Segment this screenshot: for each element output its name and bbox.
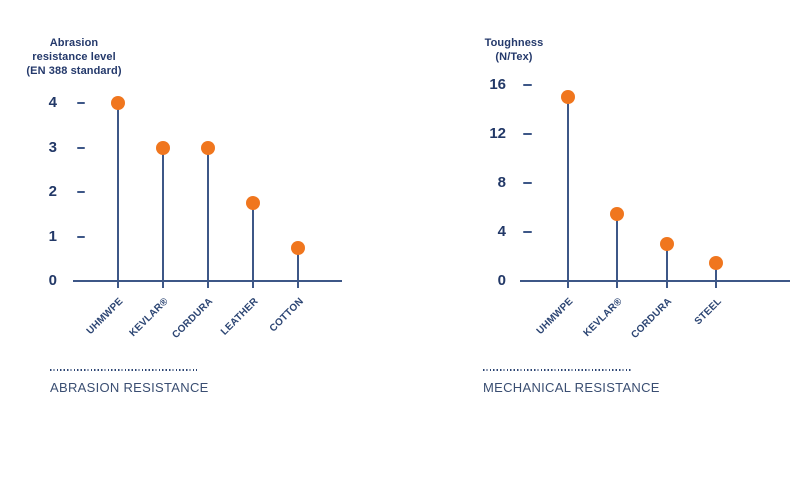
y-tick-label: 4 [497,223,506,240]
y-tick-dash [523,231,532,233]
data-point-dot [659,237,674,252]
category-tick-mark [616,282,619,288]
y-tick-label: 3 [48,138,57,156]
right-footer-dotted-line [483,369,632,371]
stem-line [117,103,119,280]
x-category-label-text: UHMWPE [534,296,576,337]
left-chart-title-line2: resistance level [32,51,116,63]
left-footer-label: ABRASION RESISTANCE [50,380,209,395]
y-tick-label: 12 [489,125,506,142]
data-point-dot [111,96,125,110]
category-tick-mark [567,282,569,288]
y-tick-label: 0 [497,272,506,289]
y-tick-dash [523,182,532,184]
y-tick-dash [523,133,532,135]
left-chart-title-line1: Abrasion [49,37,99,49]
y-tick-label: 16 [489,76,506,93]
stem-line [252,203,254,280]
right-footer-label: MECHANICAL RESISTANCE [483,380,660,395]
data-point-dot [291,240,305,255]
x-category-label-text: KEVLAR® [582,296,626,340]
data-point-dot [246,196,260,211]
right-chart-title: Toughness (N/Tex) [454,36,574,64]
data-point-dot [156,140,170,155]
y-tick-label: 1 [48,227,57,245]
category-tick-mark [665,282,668,288]
y-tick-label: 4 [48,94,57,111]
data-point-dot [561,90,575,105]
stem-line [162,147,164,280]
x-axis-line [520,280,790,282]
x-axis-line [73,280,342,282]
left-footer-dotted-line [50,369,197,371]
right-chart-title-line1: Toughness [484,37,544,49]
category-tick-mark [252,282,254,288]
left-chart-title-line3: (EN 388 standard) [26,65,122,77]
data-point-dot [610,206,625,221]
y-tick-label: 0 [48,272,57,289]
x-category-label-text: CORDURA [629,296,675,341]
data-point-dot [708,255,723,270]
category-tick-mark [297,282,299,288]
y-tick-dash [523,84,532,86]
y-tick-dash [77,146,85,149]
data-point-dot [201,140,215,155]
category-tick-mark [714,282,717,288]
x-category-label-text: STEEL [692,296,724,328]
y-tick-dash [77,191,85,193]
stem-line [665,244,668,280]
y-tick-dash [77,235,85,238]
right-chart-title-line2: (N/Tex) [495,51,533,63]
y-tick-label: 2 [48,183,57,200]
stem-line [207,147,209,280]
y-tick-dash [77,102,85,104]
stem-line [714,262,717,280]
stem-line [297,247,299,280]
category-tick-mark [207,282,209,288]
y-tick-label: 8 [497,174,506,191]
category-tick-mark [162,282,164,288]
category-tick-mark [117,282,119,288]
left-chart-title: Abrasion resistance level (EN 388 standa… [14,36,134,78]
stem-line [567,97,569,280]
stem-line [616,213,619,280]
